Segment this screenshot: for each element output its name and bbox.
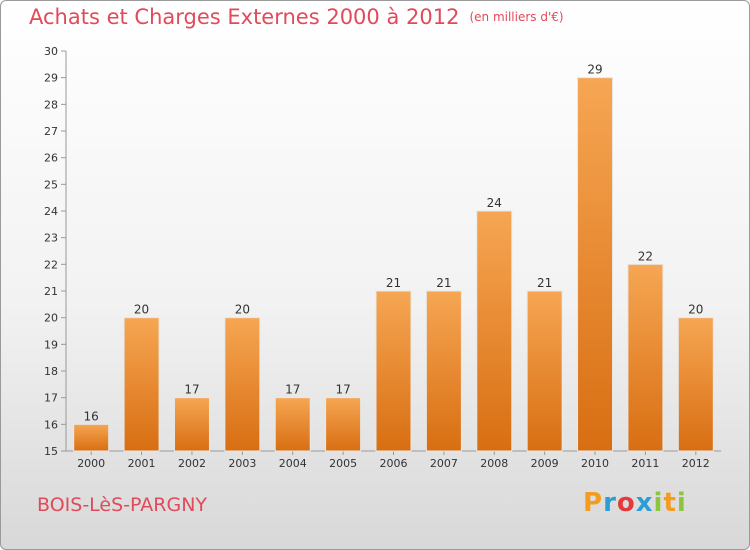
chart-unit: (en milliers d'€): [469, 10, 564, 24]
x-tick-label: 2011: [631, 457, 659, 470]
bar: [627, 263, 664, 452]
bar: [73, 423, 110, 452]
chart-title: Achats et Charges Externes 2000 à 2012 (e…: [29, 5, 564, 29]
bar: [123, 317, 160, 452]
y-tick-label: 20: [44, 312, 58, 325]
x-tick-label: 2005: [329, 457, 357, 470]
y-tick-label: 17: [44, 392, 58, 405]
bar-value-label: 24: [487, 196, 502, 210]
logo-letter: o: [616, 488, 636, 518]
bar: [577, 77, 614, 452]
y-tick-label: 21: [44, 285, 58, 298]
bar-value-label: 22: [638, 249, 653, 263]
bar-value-label: 21: [537, 276, 552, 290]
bar: [325, 397, 362, 452]
chart-axes: 15 16 17 18 19 20 21 22 23 24 25 26 27 28 29 30: [44, 45, 721, 458]
x-tick-label: 2002: [178, 457, 206, 470]
x-tick-label: 2009: [531, 457, 559, 470]
place-name: BOIS-LèS-PARGNY: [37, 494, 208, 516]
bar-value-label: 16: [84, 409, 99, 423]
x-tick-label: 2006: [380, 457, 408, 470]
logo-letter: t: [663, 488, 677, 518]
bar-value-label: 29: [587, 63, 602, 77]
chart-labels: 16 2000 20 2001 17 2002 20 2003 17 2004 17 2005 21 20…: [77, 63, 710, 470]
y-tick-label: 19: [44, 338, 58, 351]
bar: [274, 397, 311, 452]
y-tick-label: 23: [44, 232, 58, 245]
y-tick-label: 27: [44, 125, 58, 138]
bar: [677, 317, 714, 452]
bar-value-label: 17: [335, 383, 350, 397]
logo-letter: P: [583, 488, 604, 518]
bar-value-label: 20: [688, 303, 703, 317]
y-tick-label: 26: [44, 152, 58, 165]
logo-letter: i: [676, 488, 687, 518]
y-tick-label: 24: [44, 205, 58, 218]
bar: [224, 317, 261, 452]
chart-title-text: Achats et Charges Externes 2000 à 2012: [29, 5, 460, 29]
y-tick-label: 28: [44, 98, 58, 111]
logo-letter: i: [653, 488, 664, 518]
x-tick-label: 2003: [228, 457, 256, 470]
y-tick-label: 22: [44, 258, 58, 271]
x-tick-label: 2008: [480, 457, 508, 470]
bar-value-label: 17: [184, 383, 199, 397]
bar-value-label: 20: [235, 303, 250, 317]
proxiti-logo: Proxiti: [583, 488, 687, 518]
bar: [425, 290, 462, 452]
logo-letter: x: [635, 488, 654, 518]
bar-value-label: 17: [285, 383, 300, 397]
bar: [476, 210, 513, 452]
y-tick-label: 15: [44, 445, 58, 458]
y-tick-label: 25: [44, 178, 58, 191]
y-tick-label: 30: [44, 45, 58, 58]
y-tick-label: 29: [44, 72, 58, 85]
logo-letter: r: [603, 488, 617, 518]
x-tick-label: 2001: [128, 457, 156, 470]
bar-value-label: 20: [134, 303, 149, 317]
bar-value-label: 21: [436, 276, 451, 290]
y-tick-label: 16: [44, 418, 58, 431]
x-tick-label: 2010: [581, 457, 609, 470]
x-tick-label: 2000: [77, 457, 105, 470]
bar: [526, 290, 563, 452]
chart-bars: [73, 77, 714, 452]
bar-value-label: 21: [386, 276, 401, 290]
x-tick-label: 2007: [430, 457, 458, 470]
x-tick-label: 2004: [279, 457, 307, 470]
y-tick-label: 18: [44, 365, 58, 378]
bar: [375, 290, 412, 452]
bar: [173, 397, 210, 452]
x-tick-label: 2012: [682, 457, 710, 470]
